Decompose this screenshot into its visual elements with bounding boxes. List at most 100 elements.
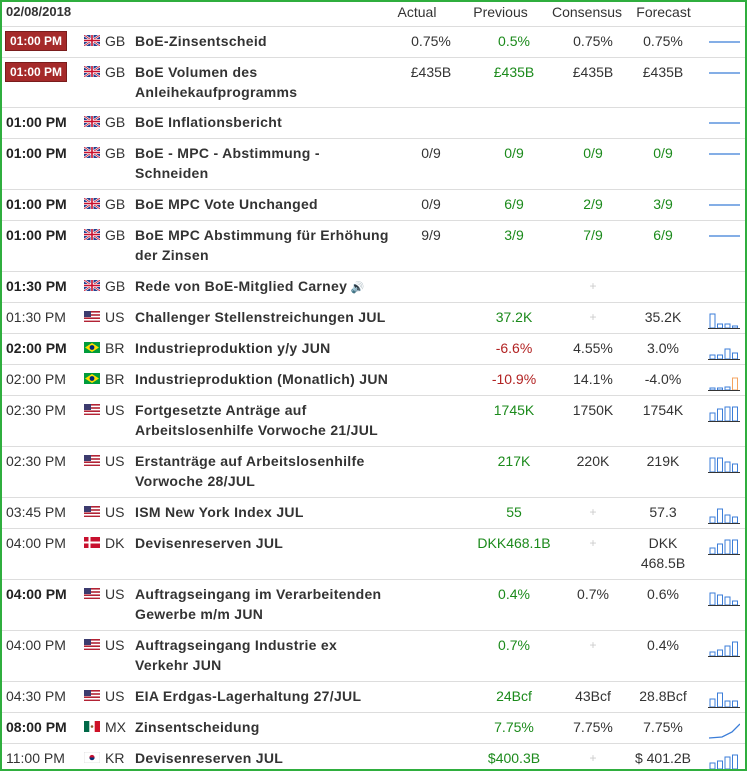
event-row[interactable]: 01:00 PM GB BoE-Zinsentscheid 0.75% 0.5% 0.75… [2, 26, 745, 58]
country-code: GB [105, 114, 126, 130]
country-code: GB [105, 33, 126, 49]
event-name[interactable]: Erstanträge auf Arbeitslosenhilfe Vorwoch… [135, 453, 365, 489]
history-chart-icon[interactable] [708, 507, 740, 525]
history-chart-icon[interactable] [708, 36, 740, 54]
history-chart-icon[interactable] [708, 374, 740, 392]
mini-bar [717, 354, 723, 360]
event-row[interactable]: 02:30 PM US Erstanträge auf Arbeitslosenhi… [2, 446, 745, 498]
event-name[interactable]: Challenger Stellenstreichungen JUL [135, 309, 386, 325]
mini-bar [709, 412, 716, 422]
event-row[interactable]: 03:45 PM US ISM New York Index JUL 55 +57.3 [2, 497, 745, 529]
event-row[interactable]: 01:00 PM GB BoE MPC Vote Unchanged 0/9 6/9 2/… [2, 189, 745, 221]
value-forecast: 7.75% [643, 719, 683, 735]
event-name[interactable]: Devisenreserven JUL [135, 535, 284, 551]
value-forecast: 0.6% [647, 586, 679, 602]
col-consensus[interactable]: Consensus [551, 4, 623, 20]
mini-bar [717, 508, 723, 524]
event-name[interactable]: BoE MPC Vote Unchanged [135, 196, 318, 212]
col-forecast[interactable]: Forecast [636, 4, 691, 20]
event-time: 02:30 PM [6, 402, 66, 418]
add-consensus-icon[interactable]: + [589, 638, 597, 652]
event-row[interactable]: 02:30 PM US Fortgesetzte Anträge auf Arbeit… [2, 395, 745, 447]
event-row[interactable]: 01:00 PM GB BoE Volumen des Anleihekaufprog… [2, 57, 745, 108]
event-name[interactable]: BoE - MPC - Abstimmung - Schneiden [135, 145, 320, 181]
add-consensus-icon[interactable]: + [589, 310, 597, 324]
history-chart-icon[interactable] [708, 343, 740, 361]
event-name[interactable]: Fortgesetzte Anträge auf Arbeitslosenhilf… [135, 402, 379, 438]
event-row[interactable]: 04:00 PM DK Devisenreserven JUL DKK468.1B + D… [2, 528, 745, 580]
col-actual[interactable]: Actual [397, 4, 437, 20]
event-row[interactable]: 02:00 PM BR Industrieproduktion (Monatlich… [2, 364, 745, 396]
history-chart-icon[interactable] [708, 589, 740, 607]
history-chart-icon[interactable] [708, 117, 740, 135]
event-name[interactable]: ISM New York Index JUL [135, 504, 304, 520]
add-consensus-icon[interactable]: + [589, 751, 597, 765]
history-chart-icon[interactable] [708, 753, 740, 771]
history-chart-icon[interactable] [708, 722, 740, 740]
value-consensus: 0/9 [583, 145, 603, 161]
event-time: 01:30 PM [6, 278, 67, 294]
add-consensus-icon[interactable]: + [589, 505, 597, 519]
history-chart-icon[interactable] [708, 230, 740, 248]
mini-bar [724, 323, 731, 329]
us-flag-icon [84, 506, 100, 517]
col-previous[interactable]: Previous [473, 4, 528, 20]
event-name[interactable]: Devisenreserven JUL [135, 750, 284, 766]
country-code: US [105, 688, 125, 704]
add-consensus-icon[interactable]: + [589, 279, 597, 293]
event-row[interactable]: 08:00 PM MX Zinsentscheidung 7.75% 7.75% 7.75… [2, 712, 745, 744]
history-chart-icon[interactable] [708, 691, 740, 709]
history-chart-icon[interactable] [708, 640, 740, 658]
event-name[interactable]: BoE Volumen des Anleihekaufprogramms [135, 64, 298, 100]
event-time: 02:30 PM [6, 453, 66, 469]
country-code: MX [105, 719, 126, 735]
country-code: GB [105, 64, 126, 80]
event-name[interactable]: EIA Erdgas-Lagerhaltung 27/JUL [135, 688, 362, 704]
event-row[interactable]: 02:00 PM BR Industrieproduktion y/y JUN -6.… [2, 333, 745, 365]
event-name[interactable]: BoE Inflationsbericht [135, 114, 283, 130]
event-row[interactable]: 01:00 PM GB BoE Inflationsbericht [2, 107, 745, 139]
mini-bar [709, 516, 716, 524]
history-chart-icon[interactable] [708, 538, 740, 556]
event-row[interactable]: 01:00 PM GB BoE MPC Abstimmung für Erhöhun… [2, 220, 745, 272]
value-previous: $400.3B [487, 750, 541, 766]
gb-flag-icon [84, 280, 100, 291]
mini-bar [724, 406, 731, 422]
add-consensus-icon[interactable]: + [589, 536, 597, 550]
history-chart-icon[interactable] [708, 67, 740, 85]
us-flag-icon [84, 639, 100, 650]
value-forecast: 3.0% [647, 340, 679, 356]
mini-bar [717, 594, 723, 606]
value-forecast: DKK 468.5B [640, 535, 686, 571]
country-code: US [105, 586, 125, 602]
event-name[interactable]: Industrieproduktion (Monatlich) JUN [135, 371, 389, 387]
event-name[interactable]: Zinsentscheidung [135, 719, 260, 735]
event-row[interactable]: 01:30 PM US Challenger Stellenstreichungen… [2, 302, 745, 334]
event-row[interactable]: 04:00 PM US Auftragseingang im Verarbeiten… [2, 579, 745, 631]
value-forecast: -4.0% [644, 371, 682, 387]
event-name[interactable]: Industrieproduktion y/y JUN [135, 340, 331, 356]
value-previous: 55 [506, 504, 522, 520]
country-code: US [105, 504, 125, 520]
gb-flag-icon [84, 198, 100, 209]
event-row[interactable]: 04:00 PM US Auftragseingang Industrie ex Ve… [2, 630, 745, 682]
event-name[interactable]: BoE MPC Abstimmung für Erhöhung der Zinse… [135, 227, 389, 263]
event-name[interactable]: Auftragseingang im Verarbeitenden Gewerbe… [135, 586, 382, 622]
mini-bar [724, 700, 731, 708]
event-row[interactable]: 11:00 PM KR Devisenreserven JUL $400.3B + $ 4… [2, 743, 745, 771]
speaker-icon[interactable]: 🔊 [347, 282, 365, 294]
value-consensus: 14.1% [573, 371, 613, 387]
event-name[interactable]: BoE-Zinsentscheid [135, 33, 267, 49]
event-name[interactable]: Auftragseingang Industrie ex Verkehr JUN [135, 637, 338, 673]
history-chart-icon[interactable] [708, 199, 740, 217]
history-chart-icon[interactable] [708, 405, 740, 423]
event-row[interactable]: 04:30 PM US EIA Erdgas-Lagerhaltung 27/JUL… [2, 681, 745, 713]
event-name[interactable]: Rede von BoE-Mitglied Carney 🔊 [135, 278, 365, 294]
event-row[interactable]: 01:00 PM GB BoE - MPC - Abstimmung - Schnei… [2, 138, 745, 190]
mx-flag-icon [84, 721, 100, 732]
history-chart-icon[interactable] [708, 312, 740, 330]
event-row[interactable]: 01:30 PM GB Rede von BoE-Mitglied Carney 🔊… [2, 271, 745, 303]
history-chart-icon[interactable] [708, 148, 740, 166]
history-chart-icon[interactable] [708, 456, 740, 474]
mini-bar [709, 387, 716, 391]
